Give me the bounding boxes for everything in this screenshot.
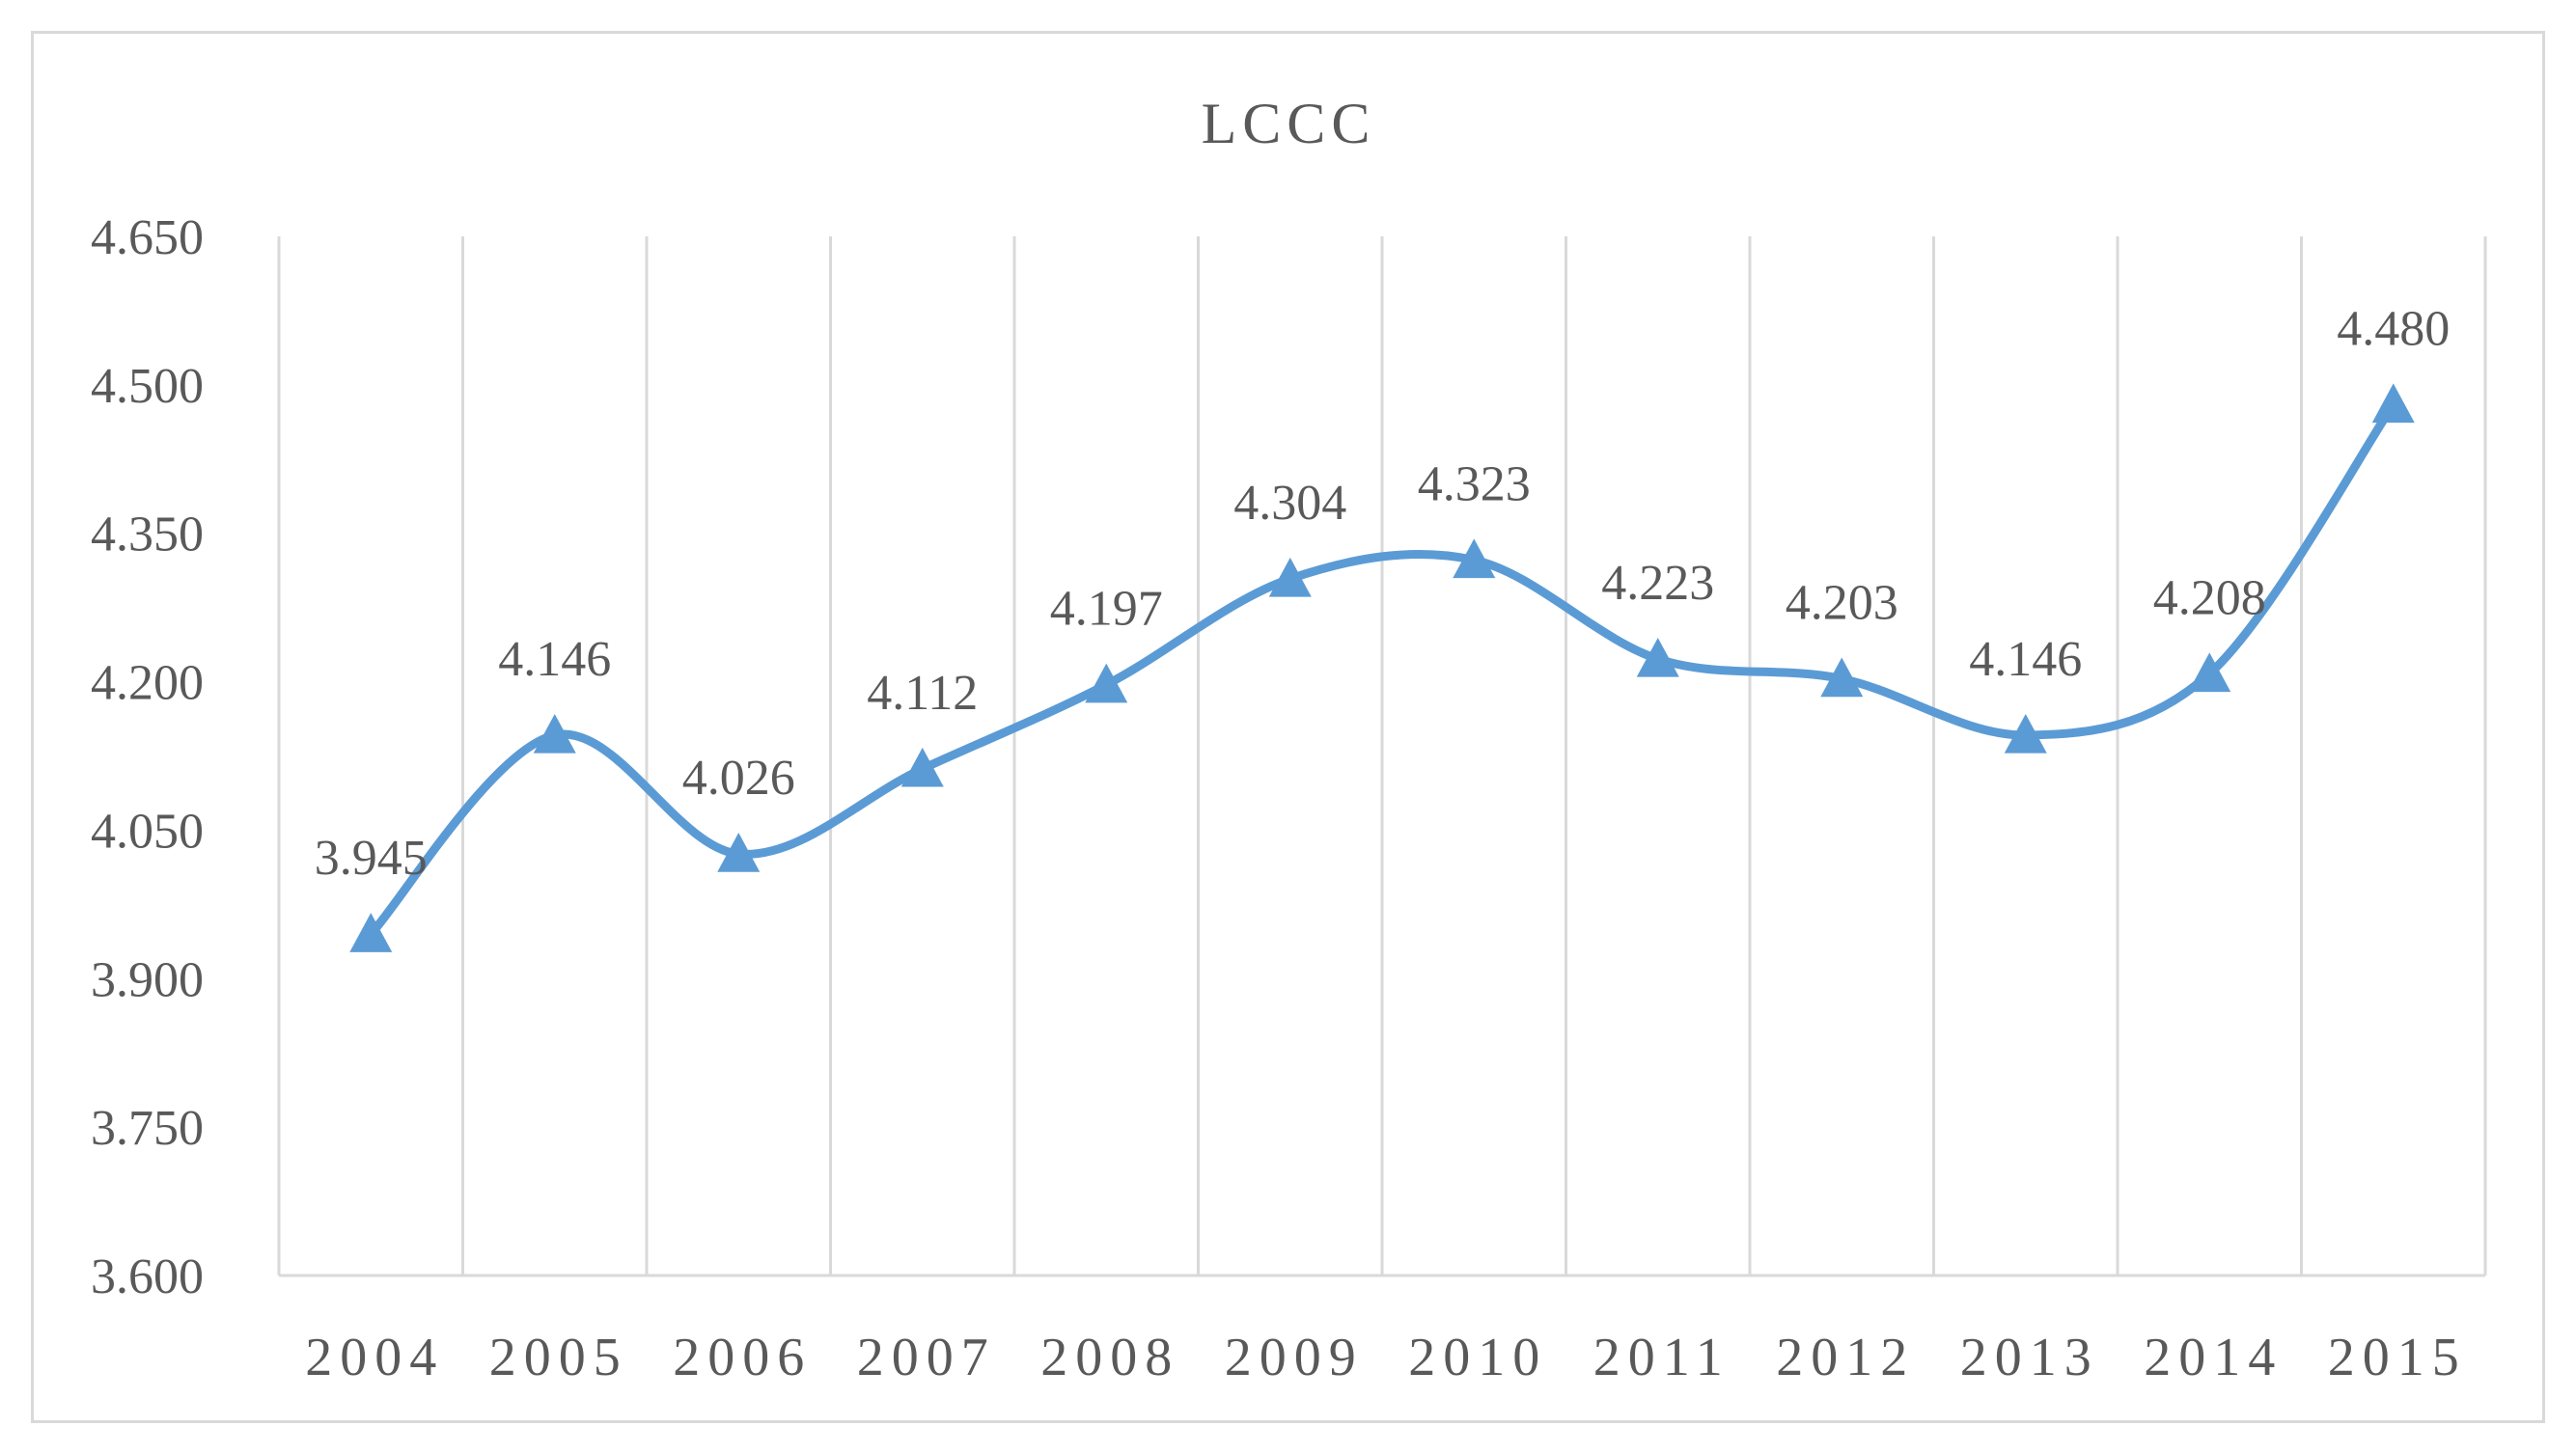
data-label: 3.945	[315, 831, 428, 886]
y-tick-label: 4.200	[91, 656, 204, 711]
chart-title: LCCC	[1202, 92, 1376, 155]
x-tick-label: 2015	[2328, 1328, 2467, 1387]
x-tick-label: 2010	[1408, 1328, 1547, 1387]
y-tick-label: 3.900	[91, 952, 204, 1007]
chart-frame: LCCC 3.600 3.750 3.900 4.050 4.200 4.350 4.500…	[31, 31, 2545, 1423]
data-point-marker	[2004, 713, 2047, 754]
data-point-marker	[2188, 652, 2231, 693]
x-tick-label: 2007	[857, 1328, 996, 1387]
data-point-marker	[900, 747, 944, 787]
data-label: 4.480	[2337, 301, 2450, 356]
y-tick-label: 4.650	[91, 210, 204, 265]
data-label: 4.197	[1050, 582, 1163, 637]
data-point-marker	[2371, 383, 2415, 424]
line-chart: LCCC 3.600 3.750 3.900 4.050 4.200 4.350 4.500…	[91, 92, 2487, 1387]
x-tick-label: 2008	[1040, 1328, 1179, 1387]
x-tick-label: 2012	[1776, 1328, 1915, 1387]
y-tick-label: 4.350	[91, 508, 204, 562]
y-tick-label: 3.600	[91, 1249, 204, 1304]
x-axis-ticks: 2004 2005 2006 2007 2008 2009 2010 2011 2012 2013…	[305, 1328, 2467, 1387]
data-label: 4.323	[1418, 456, 1531, 511]
x-tick-label: 2005	[489, 1328, 628, 1387]
data-point-marker	[533, 713, 576, 754]
data-label: 4.112	[867, 666, 978, 721]
data-labels: 3.945 4.146 4.026 4.112 4.197 4.304 4.323 4.223…	[315, 301, 2451, 886]
y-axis-ticks: 3.600 3.750 3.900 4.050 4.200 4.350 4.500 4.650	[91, 210, 204, 1304]
x-tick-label: 2014	[2144, 1328, 2283, 1387]
x-tick-label: 2004	[305, 1328, 444, 1387]
data-label: 4.026	[682, 751, 795, 806]
y-tick-label: 3.750	[91, 1101, 204, 1156]
y-tick-label: 4.500	[91, 359, 204, 414]
data-label: 4.203	[1786, 575, 1898, 630]
series-line	[366, 399, 2398, 939]
gridlines	[277, 236, 2487, 1276]
x-tick-label: 2013	[1960, 1328, 2099, 1387]
data-label: 4.146	[498, 632, 611, 687]
data-point-marker	[1268, 557, 1312, 597]
x-tick-label: 2006	[673, 1328, 812, 1387]
data-point-marker	[1820, 657, 1864, 698]
data-point-marker	[1085, 663, 1128, 703]
data-point-marker	[1636, 637, 1679, 677]
series-lccc	[366, 399, 2398, 939]
data-label: 4.208	[2153, 570, 2266, 625]
data-label: 4.223	[1601, 556, 1714, 611]
y-tick-label: 4.050	[91, 804, 204, 859]
data-point-marker	[349, 913, 393, 952]
data-markers	[349, 383, 2415, 952]
x-tick-label: 2011	[1593, 1328, 1731, 1387]
data-label: 4.304	[1233, 476, 1346, 531]
data-point-marker	[1453, 538, 1496, 579]
data-label: 4.146	[1969, 632, 2082, 687]
data-point-marker	[717, 833, 761, 872]
x-tick-label: 2009	[1225, 1328, 1364, 1387]
